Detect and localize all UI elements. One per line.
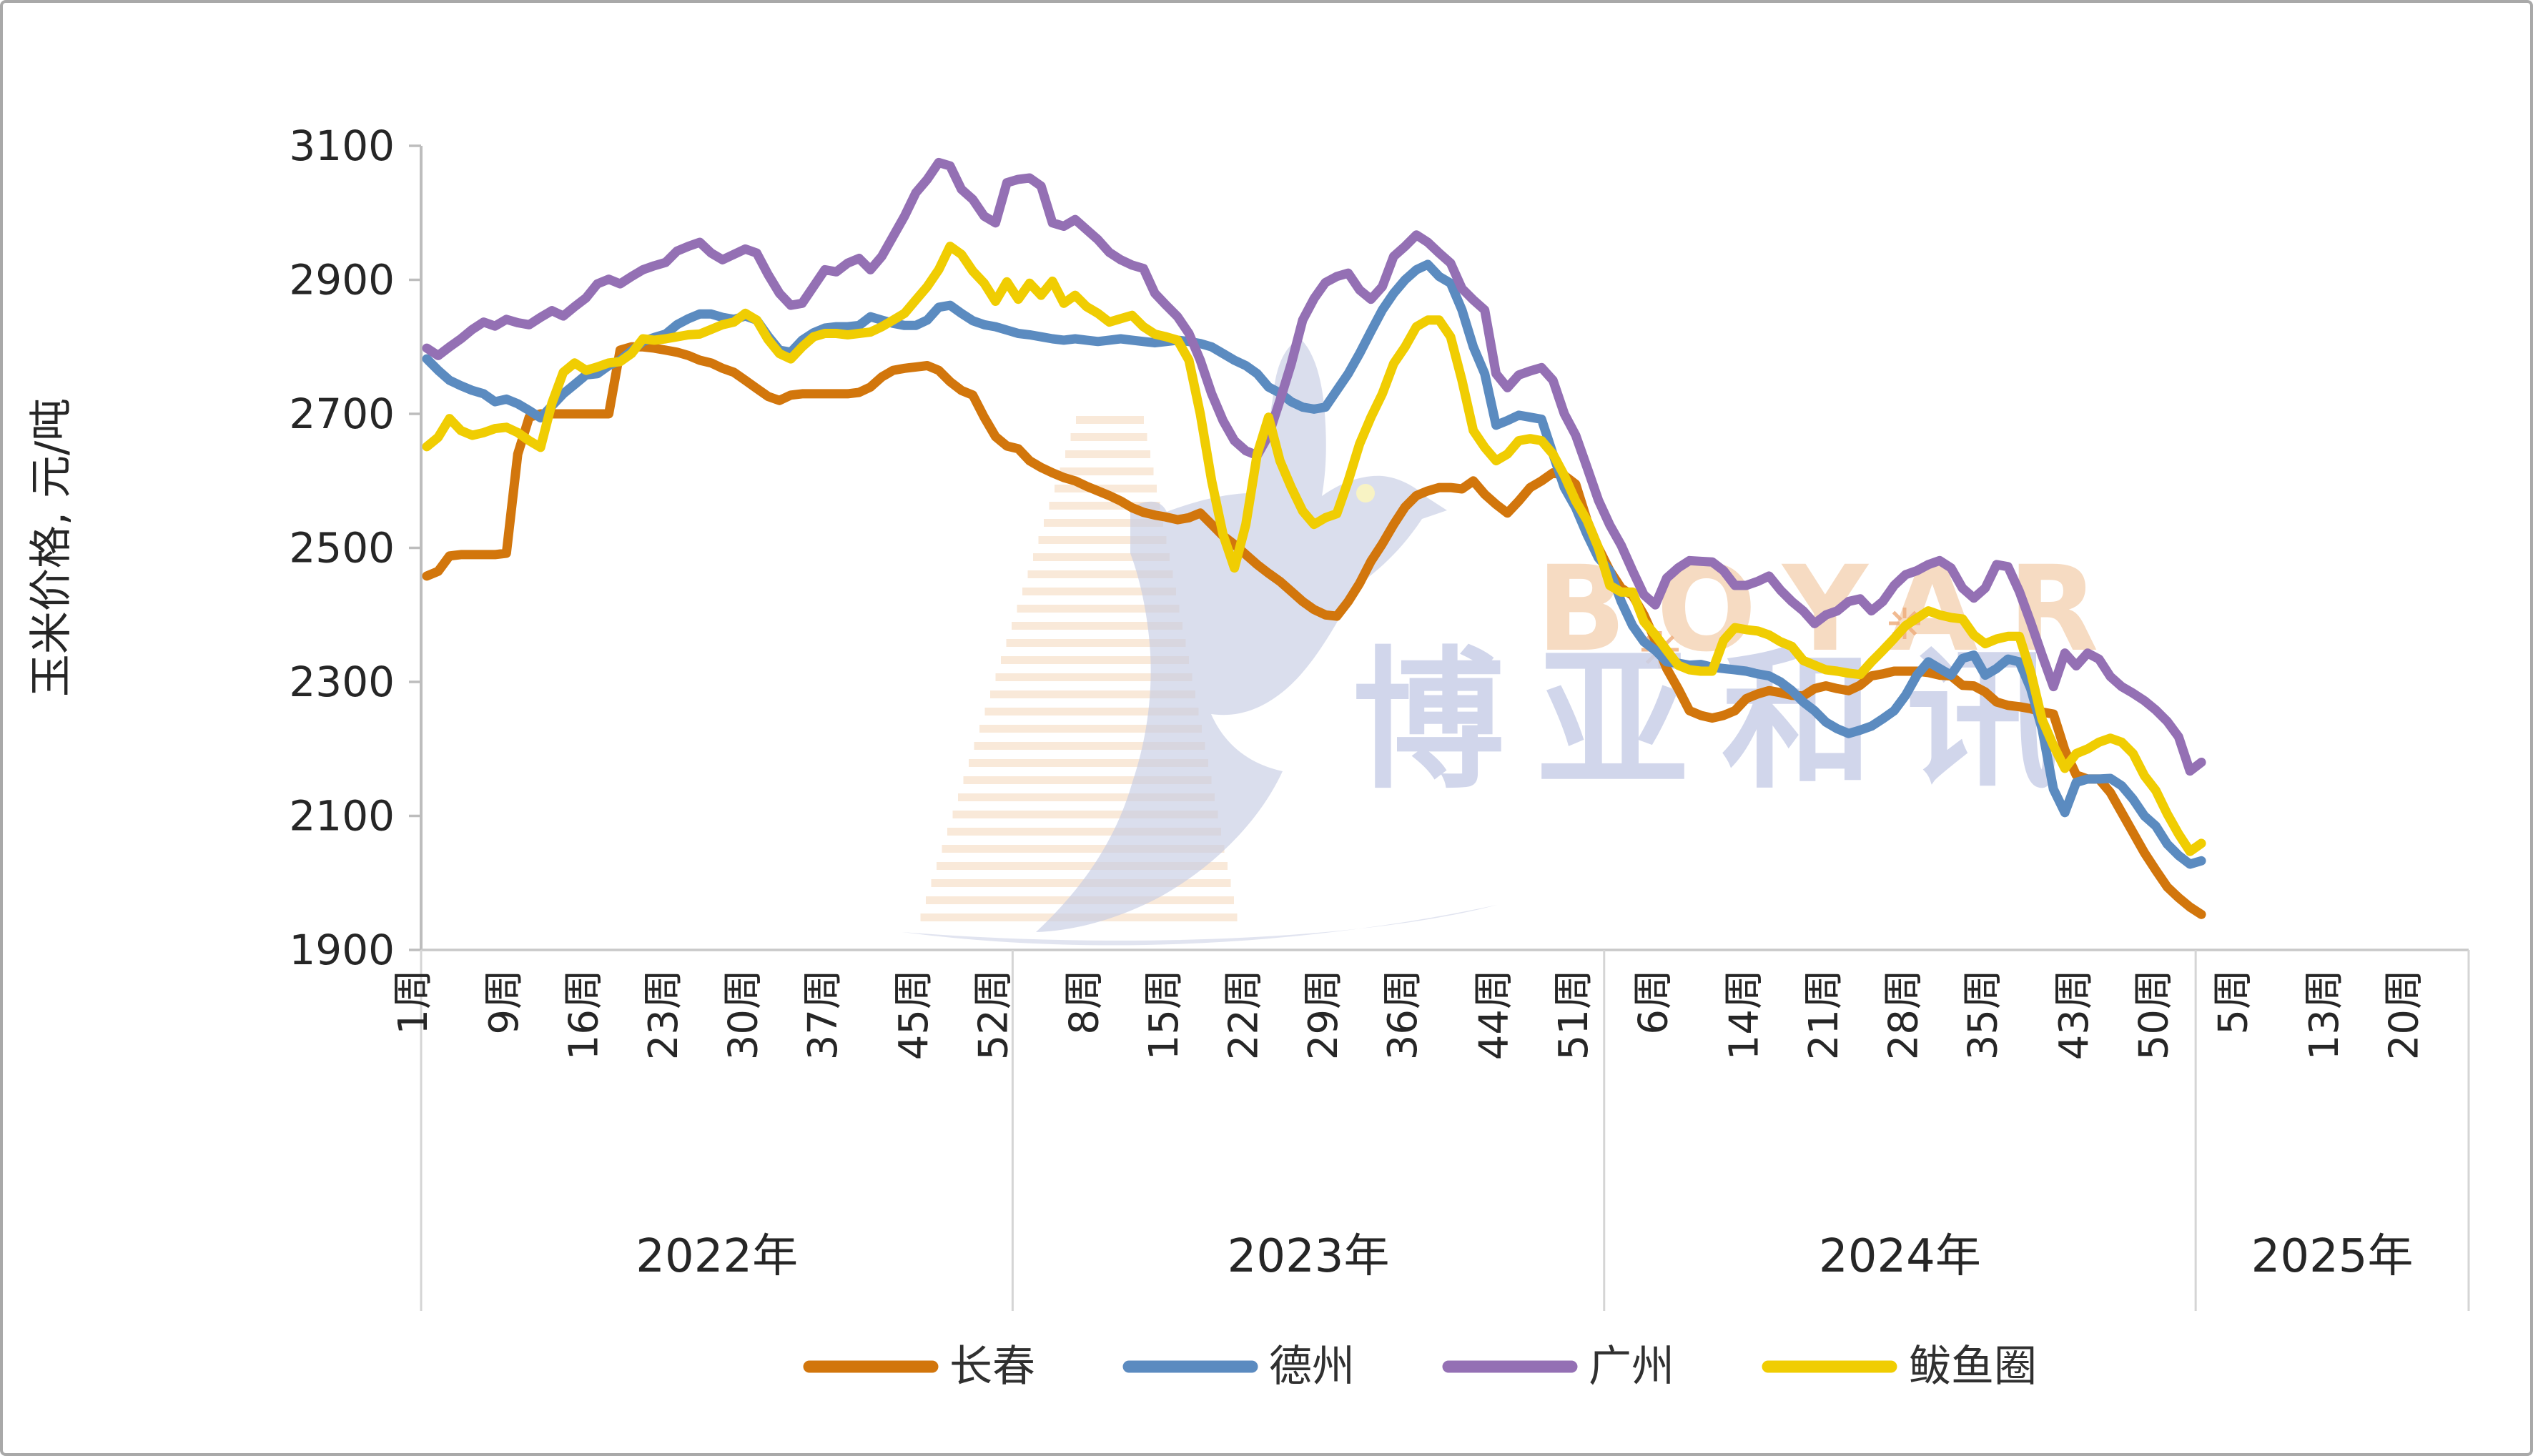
y-tick-label: 1900: [289, 926, 395, 974]
watermark-stripe: [1060, 467, 1154, 475]
watermark-stripe: [1038, 536, 1167, 544]
watermark-stripe: [1001, 656, 1189, 664]
year-label: 2025年: [2251, 1230, 2414, 1283]
y-tick-label: 2300: [289, 658, 395, 706]
year-label: 2024年: [1819, 1230, 1981, 1283]
week-tick-label: 28周: [1880, 969, 1927, 1060]
week-tick-label: 6周: [1630, 969, 1677, 1035]
legend-item-changchun: 长春: [803, 1342, 1035, 1392]
watermark-stripe: [1044, 519, 1163, 527]
watermark-stripe: [1012, 622, 1182, 630]
starburst-ray: [1892, 610, 1902, 621]
series-line-bayuquan: [422, 242, 2206, 856]
week-tick-label: 20周: [2381, 969, 2427, 1060]
y-tick-label: 2700: [289, 390, 395, 438]
watermark-stripe: [937, 862, 1228, 870]
legend-label-bayuquan: 鲅鱼圈: [1908, 1342, 2037, 1392]
watermark-underline-swoosh: [902, 905, 1497, 946]
series-lines-layer: [422, 157, 2206, 919]
axes-layer: 1900 2100 2300 2500 2700 2900 3100 1周 9周 16周 23周 30…: [289, 122, 2470, 1311]
year-label: 2023年: [1228, 1230, 1390, 1283]
watermark-stripe: [1017, 605, 1180, 613]
y-tick-label: 2500: [289, 524, 395, 573]
series-line-changchun: [422, 342, 2206, 919]
watermark-stripe: [984, 708, 1199, 715]
week-tick-label: 51周: [1551, 969, 1597, 1060]
watermark-stripe: [947, 828, 1221, 836]
week-tick-label: 14周: [1722, 969, 1768, 1060]
legend-item-guangzhou: 广州: [1442, 1342, 1674, 1392]
week-tick-label: 21周: [1801, 969, 1847, 1060]
watermark-stripe: [1022, 588, 1176, 595]
watermark-stripe: [1076, 416, 1144, 424]
week-tick-label: 22周: [1220, 969, 1267, 1060]
week-tick-label: 8周: [1062, 969, 1108, 1035]
watermark-stripe: [1065, 450, 1150, 458]
week-tick-label: 1周: [390, 969, 437, 1035]
watermark-stripe: [1033, 553, 1170, 561]
legend-label-changchun: 长春: [949, 1342, 1035, 1392]
watermark-stripe: [1049, 502, 1160, 510]
week-tick-label: 45周: [891, 969, 937, 1060]
week-tick-label: 37周: [800, 969, 846, 1060]
watermark-stripe: [952, 811, 1218, 818]
watermark-stripe: [990, 690, 1195, 698]
legend-item-bayuquan: 鲅鱼圈: [1762, 1342, 2037, 1392]
week-tick-label: 23周: [641, 969, 687, 1060]
watermark-stripe: [1055, 485, 1157, 492]
week-tick-label: 5周: [2211, 969, 2257, 1035]
week-tick-label: 43周: [2051, 969, 2098, 1060]
series-line-dezhou: [422, 259, 2206, 869]
legend-label-dezhou: 德州: [1269, 1342, 1355, 1392]
watermark-stripe: [958, 793, 1215, 801]
legend: 长春 德州 广州 鲅鱼圈: [803, 1342, 2037, 1392]
watermark-stripe: [1070, 433, 1147, 441]
watermark-stripe: [963, 776, 1212, 784]
week-tick-label: 13周: [2301, 969, 2348, 1060]
watermark-stripe: [974, 742, 1205, 750]
week-tick-label: 15周: [1141, 969, 1188, 1060]
watermark-stripe: [969, 759, 1208, 767]
week-tick-label: 29周: [1300, 969, 1347, 1060]
week-tick-label: 50周: [2130, 969, 2177, 1060]
watermark-stripe: [995, 673, 1193, 681]
legend-label-guangzhou: 广州: [1589, 1342, 1674, 1392]
watermark-stripe: [1006, 639, 1186, 647]
y-axis-title: 玉米价格, 元/吨: [26, 398, 76, 697]
y-tick-label: 2900: [289, 256, 395, 304]
watermark-stripe: [979, 725, 1202, 733]
dove-eye-icon: [1356, 484, 1375, 502]
week-tick-label: 35周: [1960, 969, 2007, 1060]
week-tick-label: 44周: [1471, 969, 1518, 1060]
y-tick-label: 2100: [289, 792, 395, 841]
series-line-guangzhou: [422, 157, 2206, 776]
week-tick-label: 52周: [970, 969, 1017, 1060]
week-tick-label: 30周: [720, 969, 766, 1060]
legend-item-dezhou: 德州: [1122, 1342, 1355, 1392]
watermark-stripe: [1027, 570, 1173, 578]
watermark-stripe: [942, 845, 1225, 853]
year-label: 2022年: [636, 1230, 798, 1283]
week-tick-label: 16周: [561, 969, 608, 1060]
week-tick-label: 36周: [1380, 969, 1426, 1060]
week-tick-label: 9周: [481, 969, 528, 1035]
y-tick-label: 3100: [289, 122, 395, 170]
